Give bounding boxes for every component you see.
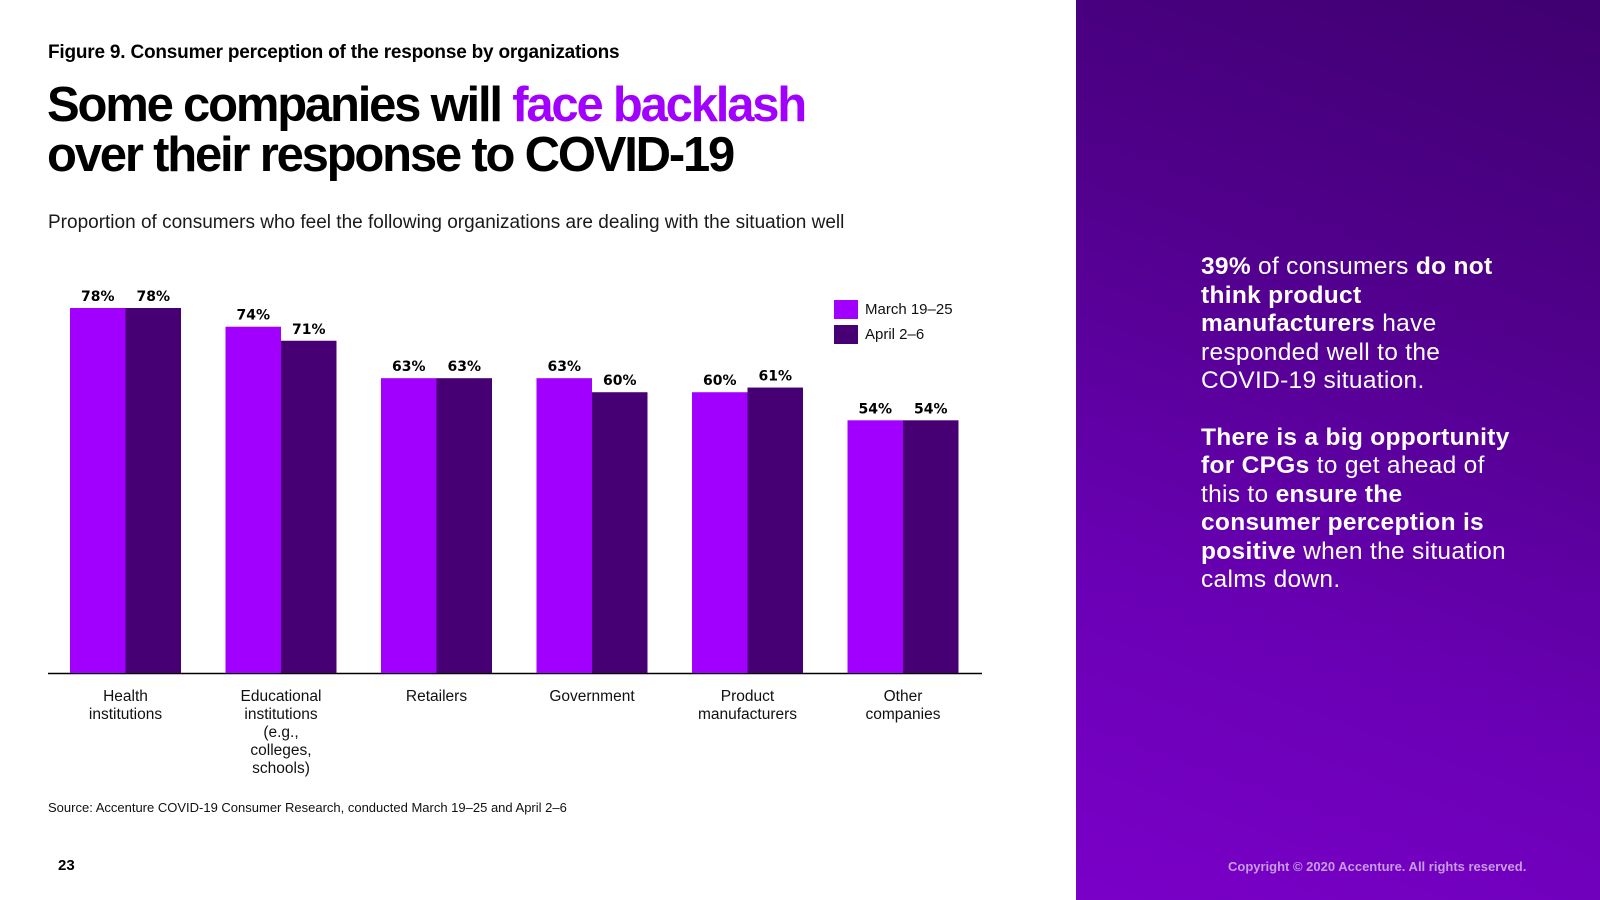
bar-march-2: [381, 378, 437, 673]
page-number: 23: [58, 857, 75, 874]
legend-item-march: March 19–25: [834, 297, 953, 322]
chart-legend: March 19–25 April 2–6: [834, 297, 953, 347]
category-label-5: Other companies: [865, 688, 941, 723]
callout-run: do not think product manufacturers: [1201, 253, 1493, 337]
callout-panel: [1076, 0, 1600, 900]
bar-april-2: [436, 378, 492, 673]
bar-march-5: [847, 420, 903, 673]
data-label-april-0: 78%: [136, 289, 170, 305]
bar-april-4: [747, 387, 803, 673]
category-label-0: Health institutions: [88, 688, 163, 723]
headline: Some companies will face backlash over t…: [47, 78, 807, 182]
callout-paragraph-1: 39% of consumers do not think product ma…: [1201, 253, 1521, 396]
callout-run: when the situation calms down.: [1201, 537, 1506, 594]
data-label-april-2: 63%: [447, 359, 481, 375]
callout-run: ensure the consumer perception is positi…: [1201, 480, 1484, 565]
legend-label-april: April 2–6: [865, 326, 925, 343]
bar-april-5: [903, 420, 959, 673]
callout-run: of consumers: [1250, 253, 1416, 280]
legend-swatch-april: [834, 325, 858, 344]
bar-april-0: [125, 308, 181, 673]
data-label-march-0: 78%: [81, 289, 115, 305]
bar-chart: 78% 78% 74% 71% 63% 63% 63% 60% 60% 61% 54% 54%: [48, 289, 982, 675]
callout-run: to get ahead of this to: [1201, 452, 1485, 508]
callout-paragraph-2: There is a big opportunity for CPGs to g…: [1201, 424, 1521, 595]
data-label-march-1: 74%: [236, 308, 270, 324]
bar-march-3: [536, 378, 592, 673]
bar-april-3: [592, 392, 648, 673]
bar-march-4: [692, 392, 748, 673]
figure-label: Figure 9. Consumer perception of the res…: [48, 42, 620, 63]
callout-run: 39%: [1201, 253, 1251, 280]
category-label-4: Product manufacturers: [697, 688, 798, 723]
chart-subtitle: Proportion of consumers who feel the fol…: [48, 212, 845, 233]
data-label-april-5: 54%: [914, 401, 948, 417]
data-label-march-5: 54%: [858, 401, 892, 417]
legend-item-april: April 2–6: [834, 322, 953, 347]
headline-accent: face backlash: [512, 78, 807, 132]
data-label-april-3: 60%: [603, 373, 637, 389]
bar-march-0: [70, 308, 126, 673]
data-label-march-2: 63%: [392, 359, 426, 375]
category-label-3: Government: [549, 688, 635, 705]
data-label-march-3: 63%: [547, 359, 581, 375]
data-label-april-4: 61%: [758, 369, 792, 385]
category-labels: Health institutions Educational instituti…: [0, 688, 1076, 788]
data-label-march-4: 60%: [703, 373, 737, 389]
source-note: Source: Accenture COVID-19 Consumer Rese…: [48, 800, 567, 815]
headline-part2: over their response to COVID-19: [47, 128, 735, 182]
category-label-1: Educational institutions (e.g., colleges…: [240, 688, 322, 777]
category-label-2: Retailers: [405, 688, 468, 705]
headline-part1: Some companies will: [47, 78, 513, 132]
legend-label-march: March 19–25: [865, 301, 953, 318]
bar-april-1: [281, 340, 337, 673]
callout-run: There is a big opportunity for CPGs: [1201, 423, 1510, 480]
data-label-april-1: 71%: [292, 322, 326, 338]
bar-march-1: [225, 326, 281, 673]
content-panel: Figure 9. Consumer perception of the res…: [0, 42, 1076, 874]
copyright: Copyright © 2020 Accenture. All rights r…: [1228, 859, 1527, 874]
legend-swatch-march: [834, 300, 858, 319]
callout-run: have responded well to the COVID-19 situ…: [1201, 310, 1441, 394]
callout-text: 39% of consumers do not think product ma…: [1201, 253, 1521, 623]
